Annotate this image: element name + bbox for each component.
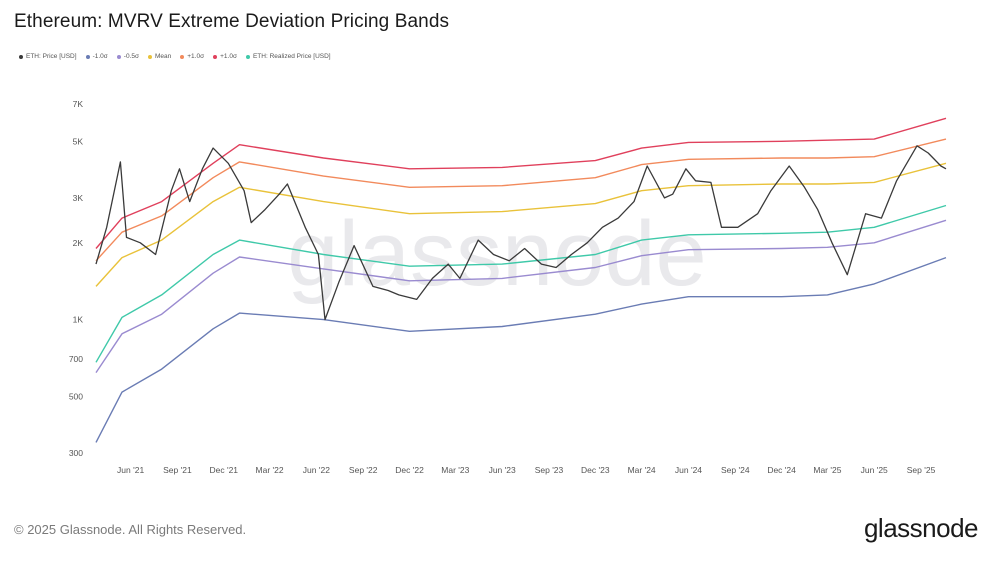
y-tick-label: 3K <box>73 193 84 203</box>
x-tick-label: Sep '25 <box>907 465 936 475</box>
legend-dot-icon <box>213 54 218 59</box>
y-tick-label: 5K <box>73 136 84 146</box>
y-tick-label: 2K <box>73 238 84 248</box>
legend-dot-icon <box>116 54 121 59</box>
x-tick-label: Sep '23 <box>535 465 564 475</box>
legend-label: Mean <box>155 53 172 60</box>
y-tick-label: 1K <box>73 315 84 325</box>
y-tick-label: 700 <box>69 354 83 364</box>
x-tick-label: Mar '22 <box>256 465 284 475</box>
x-tick-label: Sep '24 <box>721 465 750 475</box>
legend-item-0[interactable]: ETH: Price [USD] <box>19 53 77 60</box>
legend-label: ETH: Price [USD] <box>26 53 77 60</box>
legend-label: -0.5σ <box>123 53 139 60</box>
legend-dot-icon <box>85 54 90 59</box>
legend-label: +1.0σ <box>220 53 237 60</box>
x-tick-label: Jun '21 <box>117 465 144 475</box>
legend-item-6[interactable]: ETH: Realized Price [USD] <box>245 53 331 60</box>
copyright-text: © 2025 Glassnode. All Rights Reserved. <box>14 522 247 537</box>
series-line-1-1-0 <box>95 256 947 443</box>
y-tick-label: 500 <box>69 391 83 401</box>
x-tick-label: Mar '23 <box>441 465 469 475</box>
legend-dot-icon <box>245 54 250 59</box>
series-line-2-0-5 <box>95 219 947 373</box>
legend-item-2[interactable]: -0.5σ <box>116 53 139 60</box>
y-tick-label: 300 <box>69 448 83 458</box>
x-tick-label: Jun '22 <box>303 465 330 475</box>
series-line-6-eth-realized-price-usd <box>95 204 947 363</box>
x-tick-label: Sep '22 <box>349 465 378 475</box>
x-tick-label: Dec '22 <box>395 465 424 475</box>
x-tick-label: Mar '24 <box>628 465 656 475</box>
chart-plot: glassnode 300 500 700 1K 2K 3K 5K 7K Jun '21 Sep… <box>69 99 947 475</box>
x-tick-label: Dec '23 <box>581 465 610 475</box>
chart-legend: ETH: Price [USD] -1.0σ -0.5σ Mean +1.0σ +1.0σ… <box>19 53 331 60</box>
legend-item-5[interactable]: +1.0σ <box>213 53 237 60</box>
legend-item-4[interactable]: +1.0σ <box>180 53 204 60</box>
legend-dot-icon <box>148 54 152 59</box>
legend-label: ETH: Realized Price [USD] <box>252 53 331 60</box>
x-tick-label: Jun '24 <box>675 465 702 475</box>
watermark: glassnode <box>287 203 706 305</box>
x-tick-label: Mar '25 <box>813 465 841 475</box>
legend-label: -1.0σ <box>92 53 108 60</box>
x-tick-label: Jun '25 <box>861 465 888 475</box>
x-tick-label: Jun '23 <box>489 465 516 475</box>
glassnode-logo: glassnode <box>863 513 979 543</box>
legend-dot-icon <box>19 54 23 59</box>
legend-label: +1.0σ <box>187 53 205 60</box>
legend-item-3[interactable]: Mean <box>148 53 171 60</box>
x-tick-label: Sep '21 <box>163 465 192 475</box>
series-line-3-mean <box>95 162 947 287</box>
series-line-5-1-0 <box>95 117 947 249</box>
series-line-4-1-0 <box>95 138 947 262</box>
series-line-0-eth-price-usd <box>95 145 947 321</box>
y-tick-label: 7K <box>73 99 84 109</box>
x-tick-label: Dec '24 <box>767 465 796 475</box>
x-tick-label: Dec '21 <box>209 465 238 475</box>
legend-dot-icon <box>180 54 185 59</box>
legend-item-1[interactable]: -1.0σ <box>85 53 108 60</box>
chart-title: Ethereum: MVRV Extreme Deviation Pricing… <box>14 11 450 32</box>
